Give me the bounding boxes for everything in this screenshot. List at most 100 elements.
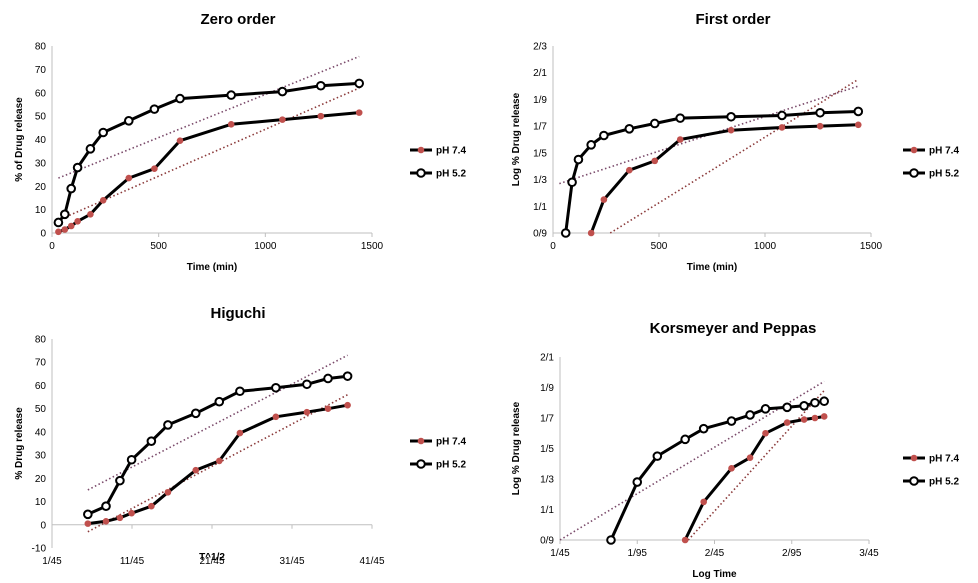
x-axis-label: T^1/2: [199, 552, 225, 563]
legend-label: pH 7.4: [929, 146, 959, 157]
x-tick-label: 11/45: [120, 556, 145, 567]
data-point-ph52: [810, 397, 820, 408]
data-point-ph52: [83, 509, 93, 520]
data-point-ph74: [344, 401, 351, 409]
y-tick-label: 80: [35, 335, 47, 346]
data-point-ph52: [649, 118, 660, 129]
data-point-ph52: [680, 434, 690, 445]
trendline-ph74: [609, 78, 859, 234]
legend-label: pH 7.4: [436, 146, 466, 157]
y-axis-label: % of Drug release: [14, 97, 25, 182]
data-point-ph52: [760, 404, 771, 414]
y-tick-label: 1/3: [533, 175, 547, 186]
trendline-ph74: [58, 87, 360, 221]
trendline-ph74: [687, 390, 825, 541]
x-tick-label: 1000: [254, 241, 277, 252]
data-point-ph74: [303, 408, 311, 416]
data-point-ph52: [853, 106, 864, 117]
x-tick-label: 31/45: [279, 556, 304, 567]
y-tick-label: 1/3: [540, 475, 554, 486]
x-tick-label: 1/45: [42, 556, 62, 567]
legend-entry-ph52: pH 5.2: [410, 168, 466, 180]
chart-4: Korsmeyer and Peppas 0/9 1/1 1/3 1/5 1/7 1/9 2/…: [511, 320, 959, 580]
legend-marker: [910, 146, 918, 154]
data-point-ph52: [271, 382, 281, 393]
x-tick-label: 0: [550, 241, 556, 252]
data-point-ph52: [60, 209, 70, 220]
data-point-ph52: [316, 80, 326, 91]
y-tick-label: 1/5: [533, 148, 547, 159]
legend-label: pH 5.2: [929, 477, 959, 488]
data-point-ph52: [354, 78, 365, 89]
x-tick-label: 3/45: [859, 548, 879, 559]
y-tick-label: 0: [40, 520, 46, 531]
chart-title: Korsmeyer and Peppas: [650, 320, 817, 337]
y-tick-label: 2/1: [533, 68, 547, 79]
y-tick-label: 40: [35, 427, 47, 438]
data-point-ph52: [175, 93, 185, 104]
x-tick-label: 1/45: [550, 548, 570, 559]
chart-3: Higuchi -10 0 10 20 30 40 50 60 70 80 1/45 11/45 21/4…: [14, 305, 466, 567]
data-point-ph74: [125, 174, 133, 182]
data-point-ph74: [681, 536, 689, 544]
x-tick-label: 2/95: [782, 548, 802, 559]
legend-entry-ph74: pH 7.4: [903, 146, 959, 157]
legend-label: pH 5.2: [929, 169, 959, 180]
y-tick-label: -10: [32, 544, 47, 555]
data-point-ph74: [192, 466, 200, 474]
data-point-ph74: [811, 414, 819, 422]
legend-label: pH 7.4: [436, 437, 466, 448]
series-line-ph74: [683, 415, 825, 541]
data-point-ph74: [816, 122, 824, 130]
data-point-ph74: [215, 457, 223, 465]
data-point-ph52: [214, 396, 225, 407]
series-line-ph52: [87, 374, 348, 516]
legend-marker: [910, 454, 918, 462]
x-tick-label: 1/95: [628, 548, 648, 559]
legend-entry-ph52: pH 5.2: [410, 459, 466, 471]
data-point-ph52: [799, 401, 809, 411]
x-tick-label: 41/45: [359, 556, 384, 567]
data-point-ph52: [698, 423, 709, 434]
data-point-ph74: [272, 413, 280, 421]
data-point-ph74: [317, 112, 325, 120]
data-point-ph52: [235, 386, 245, 397]
chart-1: Zero order 0 10 20 30 40 50 60 70 80 0 500 1000 1500%…: [14, 11, 466, 273]
y-tick-label: 0: [40, 229, 46, 240]
x-axis-label: Time (min): [187, 262, 237, 273]
data-point-ph74: [128, 509, 135, 517]
x-tick-label: 0: [49, 241, 55, 252]
x-axis-label: Log Time: [692, 569, 737, 580]
series-line-ph74: [589, 123, 859, 234]
legend-marker: [417, 437, 425, 445]
y-tick-label: 2/1: [540, 353, 554, 364]
data-point-ph52: [560, 228, 571, 238]
data-point-ph74: [148, 502, 155, 510]
data-point-ph52: [726, 416, 737, 426]
y-tick-label: 80: [35, 42, 47, 53]
data-point-ph52: [98, 127, 108, 138]
y-tick-label: 1/1: [533, 202, 547, 213]
data-point-ph74: [279, 116, 286, 123]
y-tick-label: 2/3: [533, 42, 547, 53]
data-point-ph52: [115, 475, 125, 486]
series-line-ph74: [87, 403, 348, 526]
data-point-ph52: [782, 402, 792, 413]
data-point-ph52: [815, 107, 825, 118]
data-point-ph74: [87, 211, 94, 218]
y-tick-label: 1/7: [533, 122, 547, 133]
data-point-ph52: [632, 477, 643, 487]
x-tick-label: 500: [651, 241, 668, 252]
data-point-ph74: [800, 416, 808, 423]
y-tick-label: 30: [35, 158, 47, 169]
y-tick-label: 1/1: [540, 505, 554, 516]
y-tick-label: 1/7: [540, 414, 554, 425]
data-point-ph52: [573, 154, 584, 165]
y-tick-label: 70: [35, 65, 47, 76]
data-point-ph74: [236, 429, 244, 437]
y-tick-label: 20: [35, 182, 47, 193]
data-point-ph52: [101, 501, 111, 512]
data-point-ph52: [777, 110, 787, 121]
y-tick-label: 1/9: [540, 383, 554, 394]
x-tick-label: 2/45: [705, 548, 725, 559]
